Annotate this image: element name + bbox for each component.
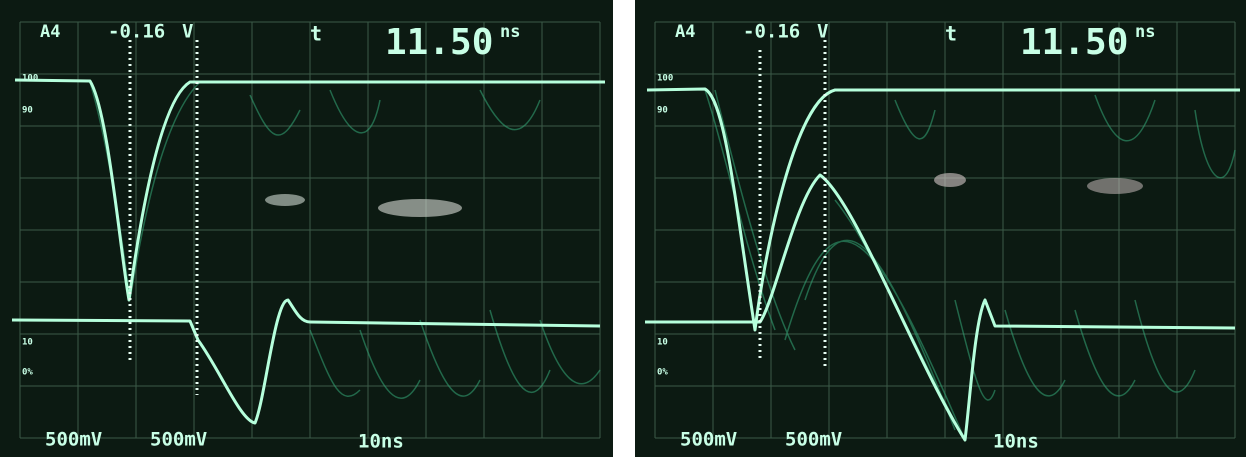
ch2-scale: 500mV [785,429,842,451]
graticule-label: 0% [657,368,668,378]
top-trace [646,87,1240,332]
timebase: 10ns [358,431,404,453]
time-value: 11.50 [385,22,493,63]
graticule-label: 100 [22,74,38,84]
channel-label: A4 [40,22,60,42]
screen [635,0,1246,457]
screen [0,0,613,457]
trigger-marker: t [945,22,957,46]
graticule-label: 0% [22,368,33,378]
bottom-trace [645,173,1236,442]
ch1-scale: 500mV [680,429,737,451]
cursor-value: -0.16 [108,21,165,43]
cursor-value: -0.16 [743,21,800,43]
graticule [19,21,601,439]
ghost-trace [309,309,601,399]
reflection [265,194,305,206]
timebase: 10ns [993,431,1039,453]
graticule-label: 10 [22,338,33,348]
channel-label: A4 [675,22,695,42]
ghost-trace [954,299,1196,401]
trigger-marker: t [310,22,322,46]
bottom-trace [11,298,601,425]
cursor-unit: V [817,21,828,43]
time-value: 11.50 [1020,22,1128,63]
reflection [378,199,462,217]
reflection [934,173,966,187]
cursor-unit: V [182,21,193,43]
graticule-label: 10 [657,338,668,348]
time-unit: ns [500,22,520,42]
graticule-label: 90 [22,106,33,116]
time-unit: ns [1135,22,1155,42]
graticule-label: 90 [657,106,668,116]
graticule-label: 100 [657,74,673,84]
ch1-scale: 500mV [45,429,102,451]
ch2-scale: 500mV [150,429,207,451]
reflection [1087,178,1143,194]
